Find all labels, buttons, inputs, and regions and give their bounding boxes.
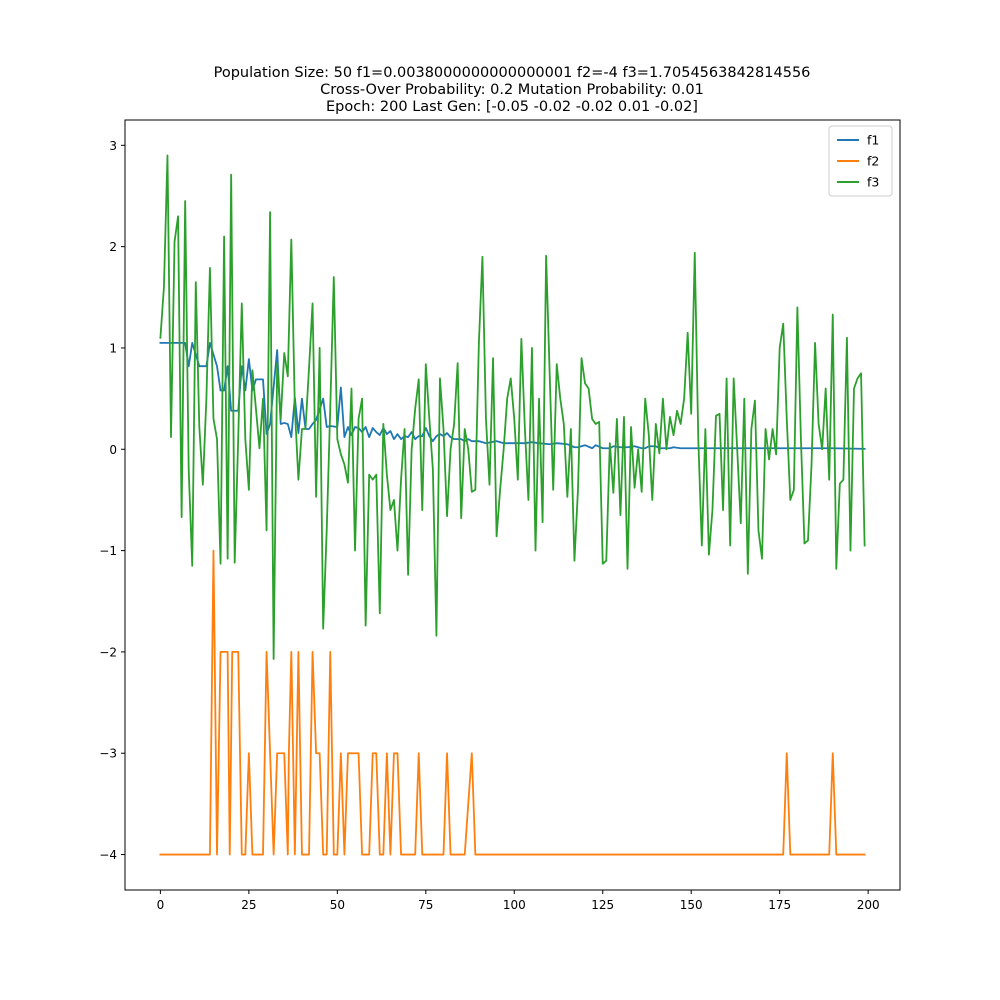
- title-line-1: Population Size: 50 f1=0.003800000000000…: [214, 65, 811, 81]
- y-tick-label: 2: [109, 240, 117, 254]
- legend-label-f2: f2: [867, 154, 879, 169]
- series-line-f1: [159, 341, 866, 450]
- plot-frame: [124, 119, 901, 891]
- y-tick-label: 3: [109, 139, 117, 153]
- x-tick-label: 125: [591, 898, 614, 912]
- legend: f1 f2 f3: [828, 125, 893, 197]
- x-tick-label: 0: [157, 898, 165, 912]
- y-axis: 3 2 1 0 −1 −2 −3 −4: [99, 139, 125, 862]
- x-tick-label: 200: [857, 898, 880, 912]
- y-tick-label: 0: [109, 443, 117, 457]
- x-tick-label: 100: [503, 898, 526, 912]
- legend-box: [828, 125, 893, 197]
- legend-label-f3: f3: [867, 175, 879, 190]
- series-layer: [159, 154, 866, 856]
- x-tick-label: 75: [418, 898, 433, 912]
- y-tick-label: −2: [99, 645, 117, 659]
- y-tick-label: 1: [109, 341, 117, 355]
- y-tick-label: −4: [99, 848, 117, 862]
- y-tick-label: −3: [99, 747, 117, 761]
- x-tick-label: 175: [768, 898, 791, 912]
- chart-title: Population Size: 50 f1=0.003800000000000…: [214, 65, 811, 115]
- x-axis: 0 25 50 75 100 125 150 175 200: [157, 890, 880, 912]
- series-line-f3: [159, 154, 866, 660]
- y-tick-label: −1: [99, 544, 117, 558]
- x-tick-label: 25: [241, 898, 256, 912]
- title-line-3: Epoch: 200 Last Gen: [-0.05 -0.02 -0.02 …: [326, 99, 698, 115]
- series-line-f2: [159, 549, 866, 856]
- title-line-2: Cross-Over Probability: 0.2 Mutation Pro…: [320, 82, 704, 98]
- x-tick-label: 150: [680, 898, 703, 912]
- x-tick-label: 50: [330, 898, 345, 912]
- legend-label-f1: f1: [867, 133, 879, 148]
